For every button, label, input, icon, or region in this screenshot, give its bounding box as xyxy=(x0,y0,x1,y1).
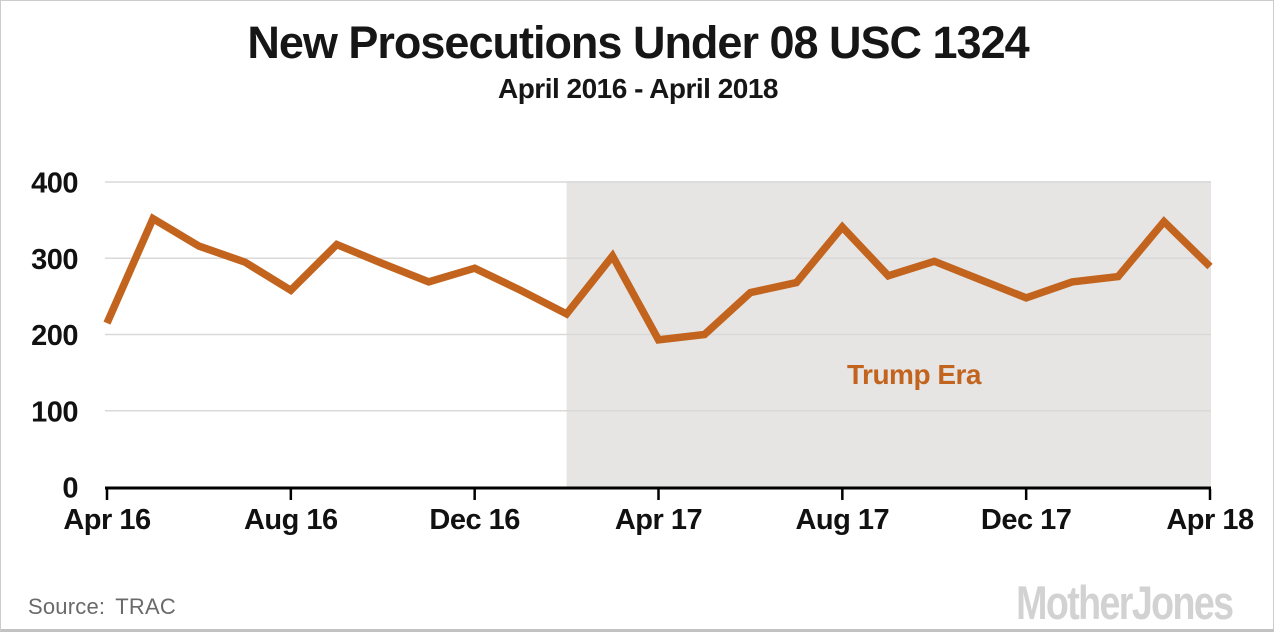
y-axis-label-300: 300 xyxy=(31,244,78,276)
x-axis-label-apr-18: Apr 18 xyxy=(1166,504,1254,536)
x-axis-label-aug-17: Aug 17 xyxy=(795,504,889,536)
y-axis-label-400: 400 xyxy=(31,168,78,200)
x-axis-label-aug-16: Aug 16 xyxy=(244,504,338,536)
x-axis-label-apr-16: Apr 16 xyxy=(63,504,151,536)
trump-era-annotation: Trump Era xyxy=(847,359,982,390)
source-attribution: Source: TRAC xyxy=(28,594,176,620)
y-axis-label-200: 200 xyxy=(31,320,78,352)
x-axis-label-apr-17: Apr 17 xyxy=(615,504,702,536)
x-axis-label-dec-16: Dec 16 xyxy=(429,504,520,536)
x-axis-label-dec-17: Dec 17 xyxy=(981,504,1072,536)
chart-title: New Prosecutions Under 08 USC 1324 xyxy=(247,17,1029,68)
y-axis-label-100: 100 xyxy=(31,396,78,428)
source-value: TRAC xyxy=(115,594,176,619)
prosecutions-data-line xyxy=(103,213,1213,344)
chart-subtitle: April 2016 - April 2018 xyxy=(497,73,779,104)
mother-jones-logo: MotherJones xyxy=(1015,576,1234,629)
source-label: Source: xyxy=(28,594,106,619)
y-axis-label-0: 0 xyxy=(62,473,78,505)
